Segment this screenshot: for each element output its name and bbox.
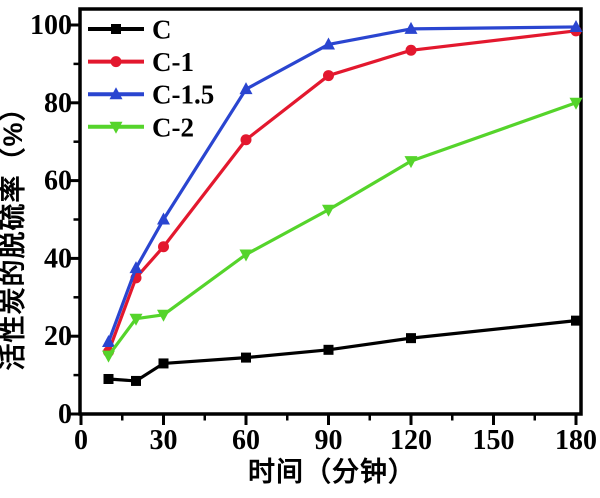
series-C [103,315,581,386]
x-tick-label: 90 [315,425,343,456]
marker-C-1 [405,44,417,56]
marker-C-1 [323,70,334,82]
y-tick-label: 100 [30,10,72,41]
series-C-1 [103,25,582,358]
marker-C-1.5 [239,82,253,95]
legend-marker-C [111,24,121,34]
legend-item-C: C [88,15,172,45]
marker-C-2 [569,97,583,110]
marker-C [323,344,334,355]
x-tick-label: 180 [555,425,597,456]
series-line-C [106,319,578,383]
marker-C-1.5 [569,19,583,32]
marker-C-2 [102,350,115,363]
x-tick-label: 60 [232,425,260,456]
x-tick-label: 150 [473,425,515,456]
marker-C-1.5 [129,261,143,274]
legend-item-C-1: C-1 [88,47,194,77]
legend-label-C-1: C-1 [152,47,194,77]
legend-item-C-2: C-2 [88,112,194,142]
y-tick-label: 80 [44,88,72,119]
marker-C [241,352,251,363]
legend-label-C-2: C-2 [152,112,194,142]
marker-C-1 [158,241,169,253]
marker-C-2 [404,156,418,169]
y-tick-label: 40 [44,243,72,274]
marker-C-1.5 [404,21,418,34]
marker-C-1.5 [102,335,115,348]
axis-ticks: 0 30 60 90 120 150 180 0 20 40 60 80 100 [30,10,597,456]
marker-C-2 [239,249,253,262]
marker-C-2 [322,204,335,217]
legend-marker-C-1 [110,56,122,68]
legend-marker-C-2 [109,121,123,134]
series-C-2 [102,97,583,363]
data-series [102,19,583,386]
plot-frame [78,7,583,416]
legend: CC-1C-1.5C-2 [88,15,214,142]
marker-C [103,373,114,384]
y-tick-label: 0 [58,399,72,430]
legend-marker-C-1.5 [109,87,123,100]
marker-C-1 [240,134,252,146]
x-tick-label: 120 [390,425,432,456]
legend-label-C: C [152,15,172,45]
marker-C [571,315,581,326]
marker-C-1.5 [157,212,170,225]
x-tick-label: 30 [150,425,178,456]
y-axis-title: 活性炭的脱硫率（%） [0,93,28,370]
marker-C [158,358,169,369]
marker-C-2 [129,313,143,326]
marker-C-2 [157,309,170,322]
legend-label-C-1.5: C-1.5 [152,80,214,110]
series-C-1.5 [102,19,583,348]
legend-item-C-1.5: C-1.5 [88,80,214,110]
y-tick-label: 60 [44,166,72,197]
marker-C [406,333,416,344]
marker-C [131,375,141,386]
x-axis-title: 时间（分钟） [248,457,416,487]
y-tick-label: 20 [44,321,72,352]
x-tick-label: 0 [74,425,88,456]
marker-C-1.5 [322,37,335,50]
